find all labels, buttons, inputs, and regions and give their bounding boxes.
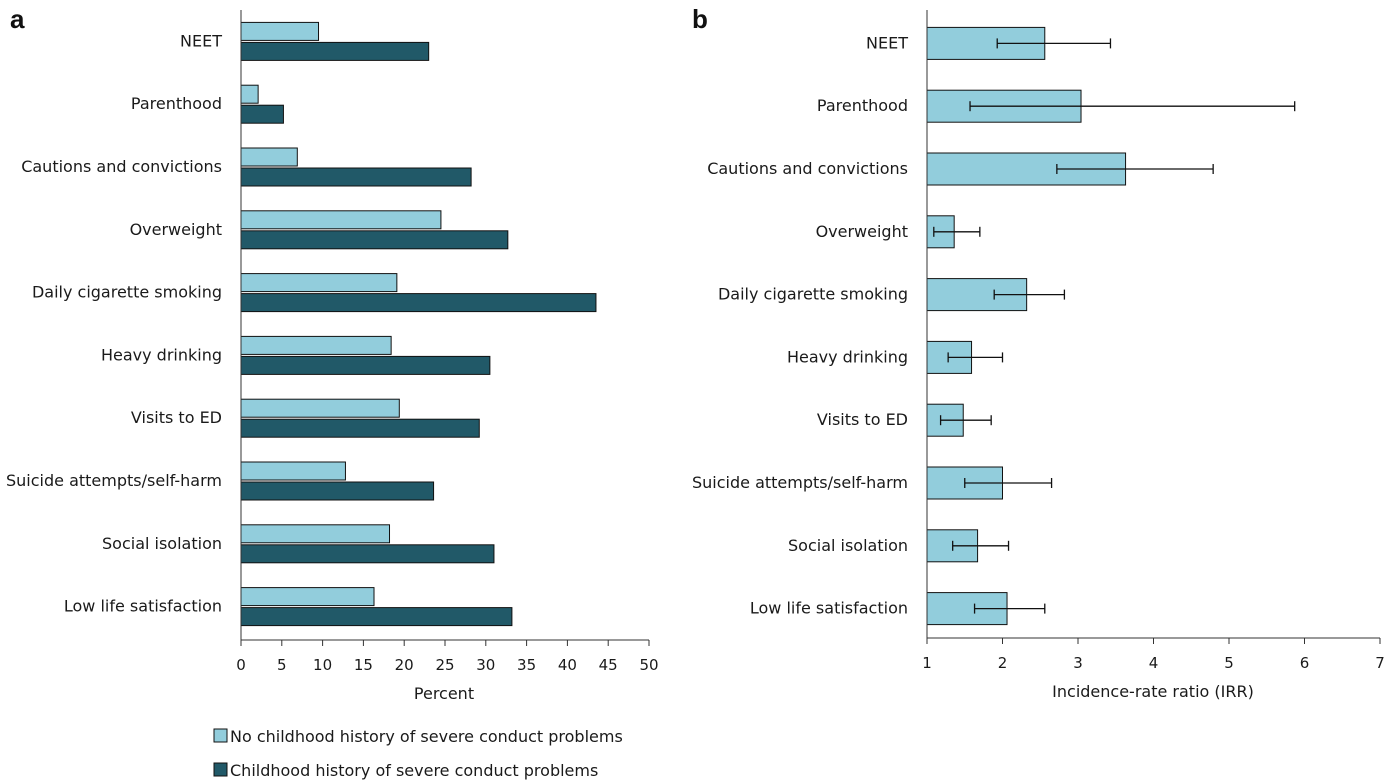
x-tick-label-b-5: 5 xyxy=(1224,654,1234,672)
legend-label-history: Childhood history of severe conduct prob… xyxy=(230,761,598,780)
panel-b-x-axis-title: Incidence-rate ratio (IRR) xyxy=(1052,682,1254,701)
bar-a-history-neet xyxy=(240,41,430,61)
x-tick-label-b-6: 6 xyxy=(1300,654,1310,672)
panel-a: a NEET Parenthood Cautions and convictions… xyxy=(6,4,659,703)
bar-a-no-history-parenthood xyxy=(240,84,259,104)
category-label-b-heavy-drinking: Heavy drinking xyxy=(787,347,908,366)
panel-a-x-axis: 0 5 10 15 20 25 30 35 40 45 50 xyxy=(236,10,659,674)
x-tick-label-a-10: 10 xyxy=(313,656,332,674)
bar-a-history-visits-to-ed xyxy=(240,418,480,438)
bar-a-history-overweight xyxy=(240,230,509,250)
x-tick-label-a-35: 35 xyxy=(517,656,536,674)
category-label-a-suicide-attempts-self-harm: Suicide attempts/self-harm xyxy=(6,471,222,490)
x-tick-label-b-3: 3 xyxy=(1073,654,1083,672)
panel-b-label: b xyxy=(692,4,708,34)
category-label-b-overweight: Overweight xyxy=(816,222,908,241)
panel-a-category-labels: NEET Parenthood Cautions and convictions Ov… xyxy=(6,31,222,615)
bar-a-no-history-overweight xyxy=(240,210,442,230)
bar-a-history-heavy-drinking xyxy=(240,355,491,375)
category-label-a-overweight: Overweight xyxy=(130,220,222,239)
category-label-b-parenthood: Parenthood xyxy=(817,96,908,115)
category-label-b-cautions-and-convictions: Cautions and convictions xyxy=(707,159,908,178)
panel-a-label: a xyxy=(10,4,25,34)
bar-a-no-history-neet xyxy=(240,21,320,41)
category-label-a-cautions-and-convictions: Cautions and convictions xyxy=(21,157,222,176)
category-label-a-low-life-satisfaction: Low life satisfaction xyxy=(64,597,222,616)
legend-label-no-history: No childhood history of severe conduct p… xyxy=(230,727,623,746)
category-label-a-neet: NEET xyxy=(180,31,222,50)
panel-b-bars xyxy=(926,26,1127,626)
x-tick-label-a-25: 25 xyxy=(435,656,454,674)
panel-b-error-bars xyxy=(933,38,1296,614)
category-label-b-low-life-satisfaction: Low life satisfaction xyxy=(750,599,908,618)
x-tick-label-a-5: 5 xyxy=(277,656,287,674)
bar-a-history-cautions-and-convictions xyxy=(240,167,472,187)
bar-a-history-daily-cigarette-smoking xyxy=(240,293,597,313)
panel-b: b NEET Parenthood Cautions and convictions… xyxy=(692,4,1385,701)
x-tick-label-b-4: 4 xyxy=(1149,654,1159,672)
panel-b-x-axis: 1 2 3 4 5 6 7 xyxy=(922,10,1385,672)
bar-a-no-history-suicide-attempts-self-harm xyxy=(240,461,346,481)
legend-swatch-no-history xyxy=(213,728,228,743)
bar-a-history-social-isolation xyxy=(240,544,495,564)
x-tick-label-a-30: 30 xyxy=(476,656,495,674)
x-tick-label-b-2: 2 xyxy=(998,654,1008,672)
category-label-a-heavy-drinking: Heavy drinking xyxy=(101,345,222,364)
legend-swatch-history xyxy=(213,762,228,777)
x-tick-label-a-20: 20 xyxy=(395,656,414,674)
legend: No childhood history of severe conduct p… xyxy=(213,727,623,780)
bar-a-no-history-social-isolation xyxy=(240,524,391,544)
category-label-a-daily-cigarette-smoking: Daily cigarette smoking xyxy=(32,283,222,302)
category-label-a-visits-to-ed: Visits to ED xyxy=(131,408,222,427)
bar-a-no-history-daily-cigarette-smoking xyxy=(240,273,398,293)
category-label-b-daily-cigarette-smoking: Daily cigarette smoking xyxy=(718,285,908,304)
panel-a-x-axis-title: Percent xyxy=(414,684,474,703)
category-label-b-visits-to-ed: Visits to ED xyxy=(817,410,908,429)
x-tick-label-b-7: 7 xyxy=(1375,654,1385,672)
panel-b-category-labels: NEET Parenthood Cautions and convictions Ov… xyxy=(692,33,908,617)
category-label-a-parenthood: Parenthood xyxy=(131,94,222,113)
x-tick-label-a-45: 45 xyxy=(599,656,618,674)
bar-a-no-history-heavy-drinking xyxy=(240,335,392,355)
bar-a-history-parenthood xyxy=(240,104,284,124)
bar-a-no-history-visits-to-ed xyxy=(240,398,400,418)
bar-a-history-suicide-attempts-self-harm xyxy=(240,481,435,501)
bar-a-no-history-cautions-and-convictions xyxy=(240,147,298,167)
x-tick-label-a-15: 15 xyxy=(354,656,373,674)
x-tick-label-a-0: 0 xyxy=(236,656,246,674)
x-tick-label-a-50: 50 xyxy=(639,656,658,674)
x-tick-label-a-40: 40 xyxy=(558,656,577,674)
panel-a-bars xyxy=(240,21,597,627)
category-label-b-social-isolation: Social isolation xyxy=(788,536,908,555)
category-label-b-neet: NEET xyxy=(866,33,908,52)
bar-a-history-low-life-satisfaction xyxy=(240,607,513,627)
bar-a-no-history-low-life-satisfaction xyxy=(240,587,375,607)
x-tick-label-b-1: 1 xyxy=(922,654,932,672)
category-label-b-suicide-attempts-self-harm: Suicide attempts/self-harm xyxy=(692,473,908,492)
category-label-a-social-isolation: Social isolation xyxy=(102,534,222,553)
